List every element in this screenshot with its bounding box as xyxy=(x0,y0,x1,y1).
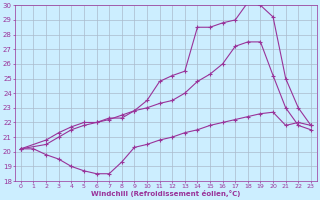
X-axis label: Windchill (Refroidissement éolien,°C): Windchill (Refroidissement éolien,°C) xyxy=(91,190,241,197)
